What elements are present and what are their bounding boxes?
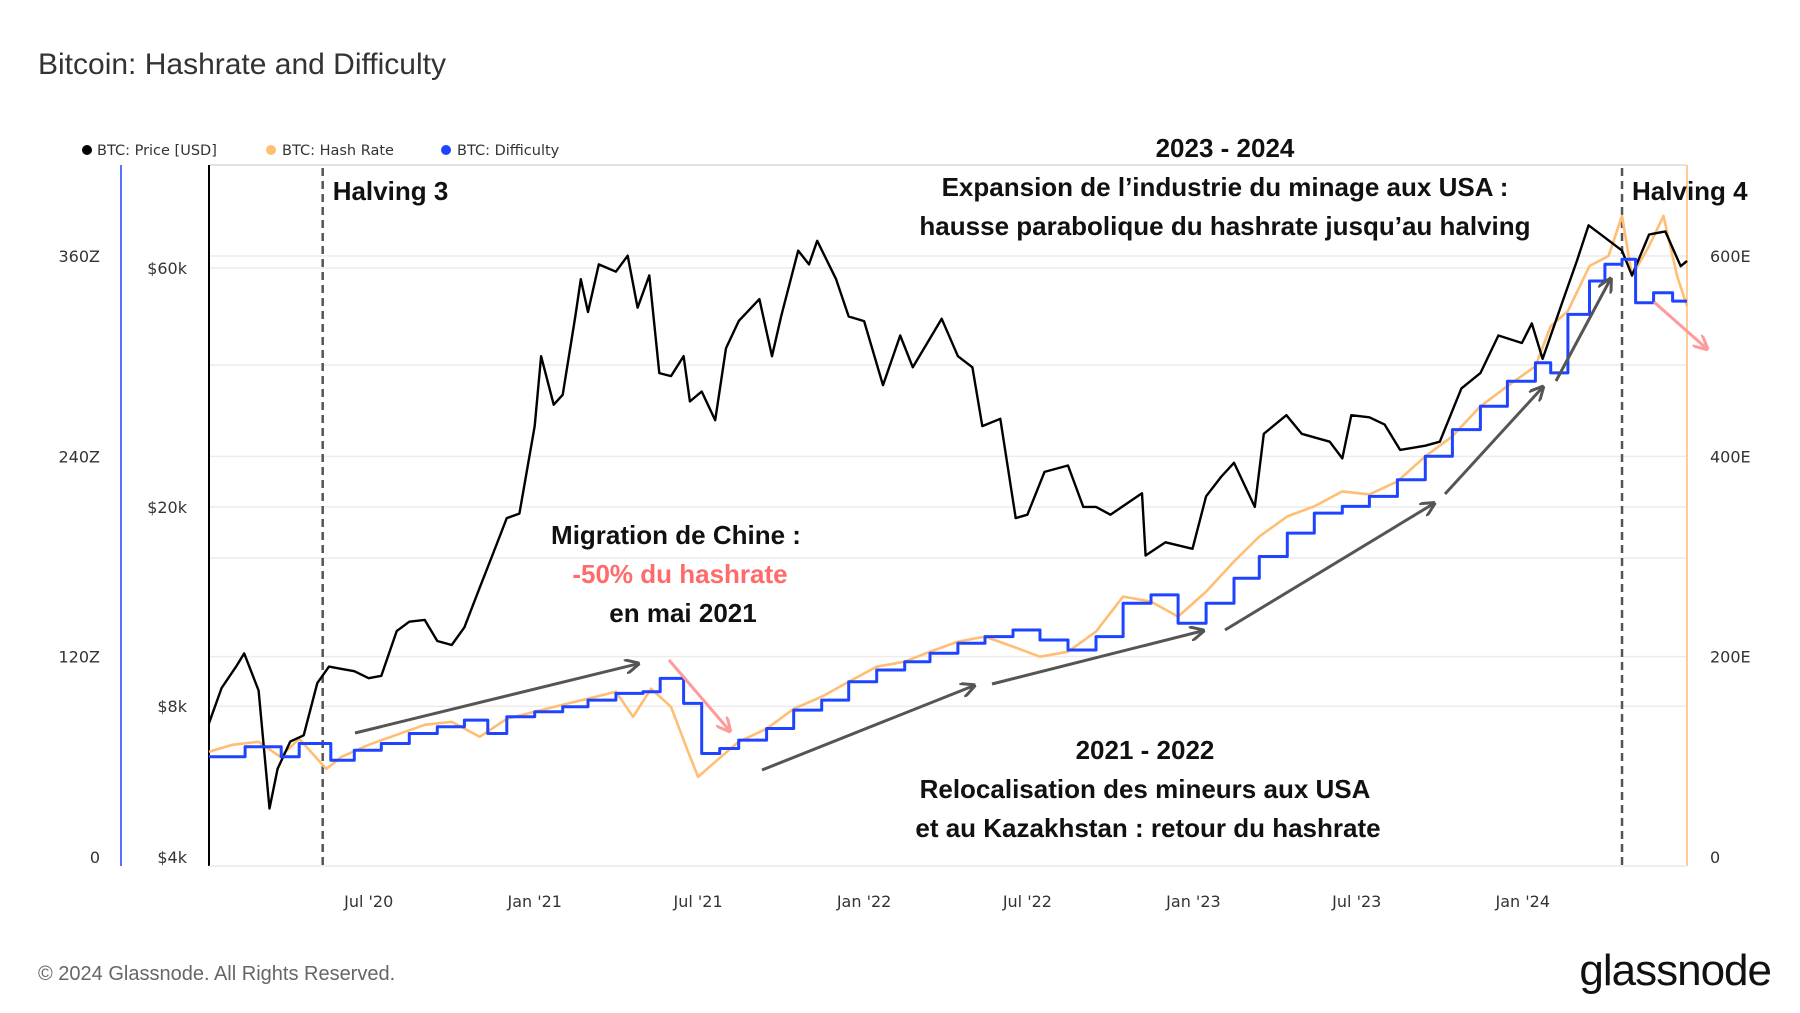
difficulty-tick-label: 0 [90, 848, 100, 867]
legend-label-hash-rate: BTC: Hash Rate [282, 143, 394, 159]
legend-dot-price [82, 145, 92, 155]
series [207, 214, 1689, 810]
price-line [207, 224, 1688, 810]
glassnode-logo: glassnode [1579, 946, 1771, 995]
axis-ticks: 0 200E 400E 600E 0 120Z 240Z 360Z $4k $8k $20k $60k… [59, 247, 1751, 911]
legend-dot-hash-rate [266, 145, 276, 155]
arrow-pink [1653, 300, 1706, 348]
x-tick-label: Jul '22 [1002, 892, 1052, 911]
x-tick-label: Jan '21 [506, 892, 562, 911]
arrow-pink [667, 659, 729, 730]
chart-title: Bitcoin: Hashrate and Difficulty [38, 48, 446, 81]
trend-arrows [354, 280, 1706, 772]
annotation-2021-line3: et au Kazakhstan : retour du hashrate [915, 813, 1380, 843]
x-tick-label: Jul '21 [672, 892, 722, 911]
legend-item-difficulty[interactable]: BTC: Difficulty [441, 143, 560, 159]
hash-rate-line [208, 214, 1689, 779]
price-tick-label: $20k [147, 498, 188, 517]
annotation-2021-2022: 2021 - 2022 Relocalisation des mineurs a… [915, 735, 1380, 843]
halving-label: Halving 3 [333, 176, 449, 206]
annotation-2021-line1: 2021 - 2022 [1076, 735, 1215, 765]
hash-rate-tick-label: 0 [1710, 848, 1720, 867]
x-tick-label: Jan '22 [836, 892, 892, 911]
x-tick-label: Jan '23 [1165, 892, 1221, 911]
arrow-gray [1554, 280, 1610, 382]
hash-rate-tick-label: 600E [1710, 247, 1751, 266]
footer-copyright: © 2024 Glassnode. All Rights Reserved. [38, 963, 395, 985]
annotation-2023-2024: 2023 - 2024 Expansion de l’industrie du … [919, 133, 1530, 241]
x-tick-label: Jul '20 [343, 892, 393, 911]
legend-item-price[interactable]: BTC: Price [USD] [82, 143, 217, 159]
annotation-2023-line3: hausse parabolique du hashrate jusqu’au … [919, 211, 1530, 241]
legend-dot-difficulty [441, 145, 451, 155]
x-tick-label: Jan '24 [1495, 892, 1551, 911]
annotation-2023-line1: 2023 - 2024 [1156, 133, 1295, 163]
arrow-gray [761, 686, 973, 772]
gridlines [209, 255, 1687, 707]
price-tick-label: $4k [157, 848, 187, 867]
difficulty-tick-label: 120Z [59, 648, 101, 667]
legend-item-hash-rate[interactable]: BTC: Hash Rate [266, 143, 394, 159]
difficulty-tick-label: 360Z [59, 247, 101, 266]
annotation-2021-line2: Relocalisation des mineurs aux USA [920, 774, 1371, 804]
legend: BTC: Price [USD] BTC: Hash Rate BTC: Dif… [82, 143, 560, 159]
x-tick-label: Jul '23 [1331, 892, 1381, 911]
hash-rate-tick-label: 200E [1710, 648, 1751, 667]
annotation-china-line1: Migration de Chine : [551, 520, 801, 550]
annotation-2023-line2: Expansion de l’industrie du minage aux U… [942, 172, 1509, 202]
halving-label: Halving 4 [1632, 176, 1748, 206]
arrow-gray [1443, 388, 1542, 496]
annotation-china: Migration de Chine : -50% du hashrate en… [551, 520, 801, 628]
arrow-gray [1224, 504, 1433, 632]
difficulty-line [209, 257, 1687, 762]
difficulty-tick-label: 240Z [59, 447, 101, 466]
annotation-china-line3: en mai 2021 [609, 598, 756, 628]
arrow-gray [354, 664, 637, 735]
legend-label-difficulty: BTC: Difficulty [457, 143, 560, 159]
price-tick-label: $8k [157, 697, 187, 716]
halving-events: Halving 3 Halving 4 [321, 168, 1748, 866]
arrow-gray [991, 631, 1202, 686]
price-tick-label: $60k [147, 259, 188, 278]
hash-rate-tick-label: 400E [1710, 447, 1751, 466]
annotation-china-line2: -50% du hashrate [572, 559, 787, 589]
legend-label-price: BTC: Price [USD] [97, 143, 217, 159]
